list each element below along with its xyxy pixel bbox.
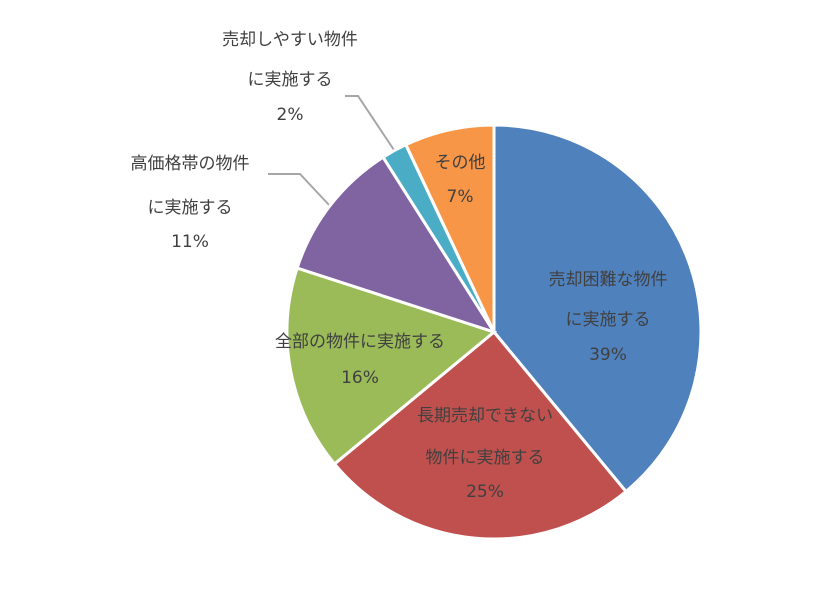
pie-slice (285, 266, 498, 467)
slice-label: に実施する (566, 310, 651, 330)
slice-label: に実施する (248, 70, 333, 90)
pie-slice (332, 329, 629, 541)
slice-label: 物件に実施する (426, 448, 545, 468)
value-label: 2% (277, 105, 304, 125)
pie-slice (295, 155, 498, 335)
leader-line (345, 95, 395, 151)
pie-slice (403, 123, 496, 333)
slice-label: 売却しやすい物件 (222, 30, 358, 50)
value-label: 7% (447, 187, 474, 207)
value-label: 25% (466, 482, 504, 502)
slice-label: 高価格帯の物件 (131, 154, 250, 174)
slice-label: 全部の物件に実施する (275, 332, 445, 352)
pie-slice (492, 123, 703, 494)
slice-label: その他 (435, 153, 486, 173)
value-label: 39% (589, 345, 627, 365)
leader-line (268, 173, 331, 207)
slice-label: 売却困難な物件 (549, 270, 668, 290)
slice-label: に実施する (148, 198, 233, 218)
value-label: 11% (171, 232, 209, 252)
slice-label: 長期売却できない (417, 406, 553, 426)
value-label: 16% (341, 368, 379, 388)
